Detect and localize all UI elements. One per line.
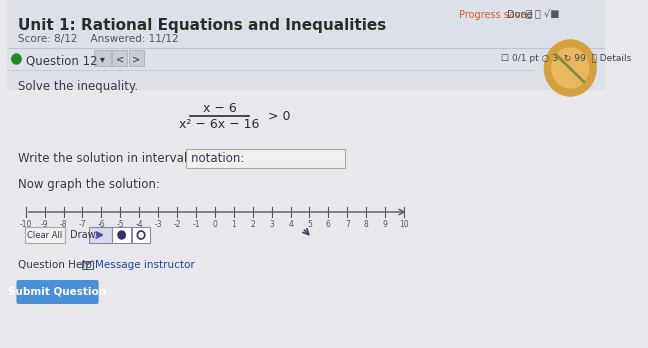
FancyBboxPatch shape: [113, 227, 131, 243]
Text: Submit Question: Submit Question: [8, 287, 106, 297]
Text: Message instructor: Message instructor: [95, 260, 194, 270]
FancyBboxPatch shape: [186, 149, 345, 168]
Text: 5: 5: [307, 220, 312, 229]
Circle shape: [118, 231, 125, 239]
Text: Now graph the solution:: Now graph the solution:: [18, 178, 160, 191]
Text: ☐ 0/1 pt ○ 3  ↻ 99  ⓘ Details: ☐ 0/1 pt ○ 3 ↻ 99 ⓘ Details: [501, 54, 631, 63]
Text: 8: 8: [364, 220, 369, 229]
FancyBboxPatch shape: [7, 0, 605, 90]
FancyBboxPatch shape: [16, 280, 98, 304]
FancyBboxPatch shape: [94, 50, 111, 66]
Text: 1: 1: [231, 220, 236, 229]
Text: Unit 1: Rational Equations and Inequalities: Unit 1: Rational Equations and Inequalit…: [18, 18, 387, 33]
Text: -9: -9: [41, 220, 49, 229]
Text: -7: -7: [78, 220, 86, 229]
Text: 2: 2: [250, 220, 255, 229]
Text: ⎘ ⎙ √■: ⎘ ⎙ √■: [526, 8, 559, 18]
Text: Clear All: Clear All: [27, 230, 63, 239]
Text: 4: 4: [288, 220, 293, 229]
Text: Write the solution in interval notation:: Write the solution in interval notation:: [18, 152, 245, 165]
Text: -8: -8: [60, 220, 67, 229]
Text: -2: -2: [173, 220, 181, 229]
Text: Question 12: Question 12: [26, 55, 97, 68]
Text: <: <: [116, 54, 124, 64]
Text: Draw:: Draw:: [70, 230, 98, 240]
FancyBboxPatch shape: [89, 227, 111, 243]
Text: x − 6: x − 6: [203, 102, 237, 115]
FancyBboxPatch shape: [25, 227, 65, 243]
Text: -10: -10: [19, 220, 32, 229]
Circle shape: [12, 54, 21, 64]
Text: 0: 0: [213, 220, 217, 229]
Text: Done: Done: [507, 10, 533, 20]
Circle shape: [544, 40, 596, 96]
Text: 10: 10: [399, 220, 409, 229]
Text: ▾: ▾: [100, 54, 105, 64]
Text: x² − 6x − 16: x² − 6x − 16: [179, 118, 260, 131]
Text: >: >: [132, 54, 141, 64]
Text: Solve the inequality.: Solve the inequality.: [18, 80, 139, 93]
Text: 6: 6: [326, 220, 331, 229]
Text: -6: -6: [98, 220, 105, 229]
Text: -5: -5: [117, 220, 124, 229]
Text: 3: 3: [269, 220, 274, 229]
FancyBboxPatch shape: [7, 48, 533, 70]
Text: 9: 9: [383, 220, 388, 229]
Text: -4: -4: [135, 220, 143, 229]
Text: 7: 7: [345, 220, 350, 229]
FancyBboxPatch shape: [132, 227, 150, 243]
FancyBboxPatch shape: [129, 50, 144, 66]
Text: Question Help:: Question Help:: [18, 260, 96, 270]
Text: Score: 8/12    Answered: 11/12: Score: 8/12 Answered: 11/12: [18, 34, 179, 44]
FancyBboxPatch shape: [113, 50, 127, 66]
Text: > 0: > 0: [268, 110, 290, 123]
Text: Progress saved: Progress saved: [459, 10, 533, 20]
Text: -1: -1: [192, 220, 200, 229]
Circle shape: [552, 48, 589, 88]
Text: -3: -3: [154, 220, 162, 229]
